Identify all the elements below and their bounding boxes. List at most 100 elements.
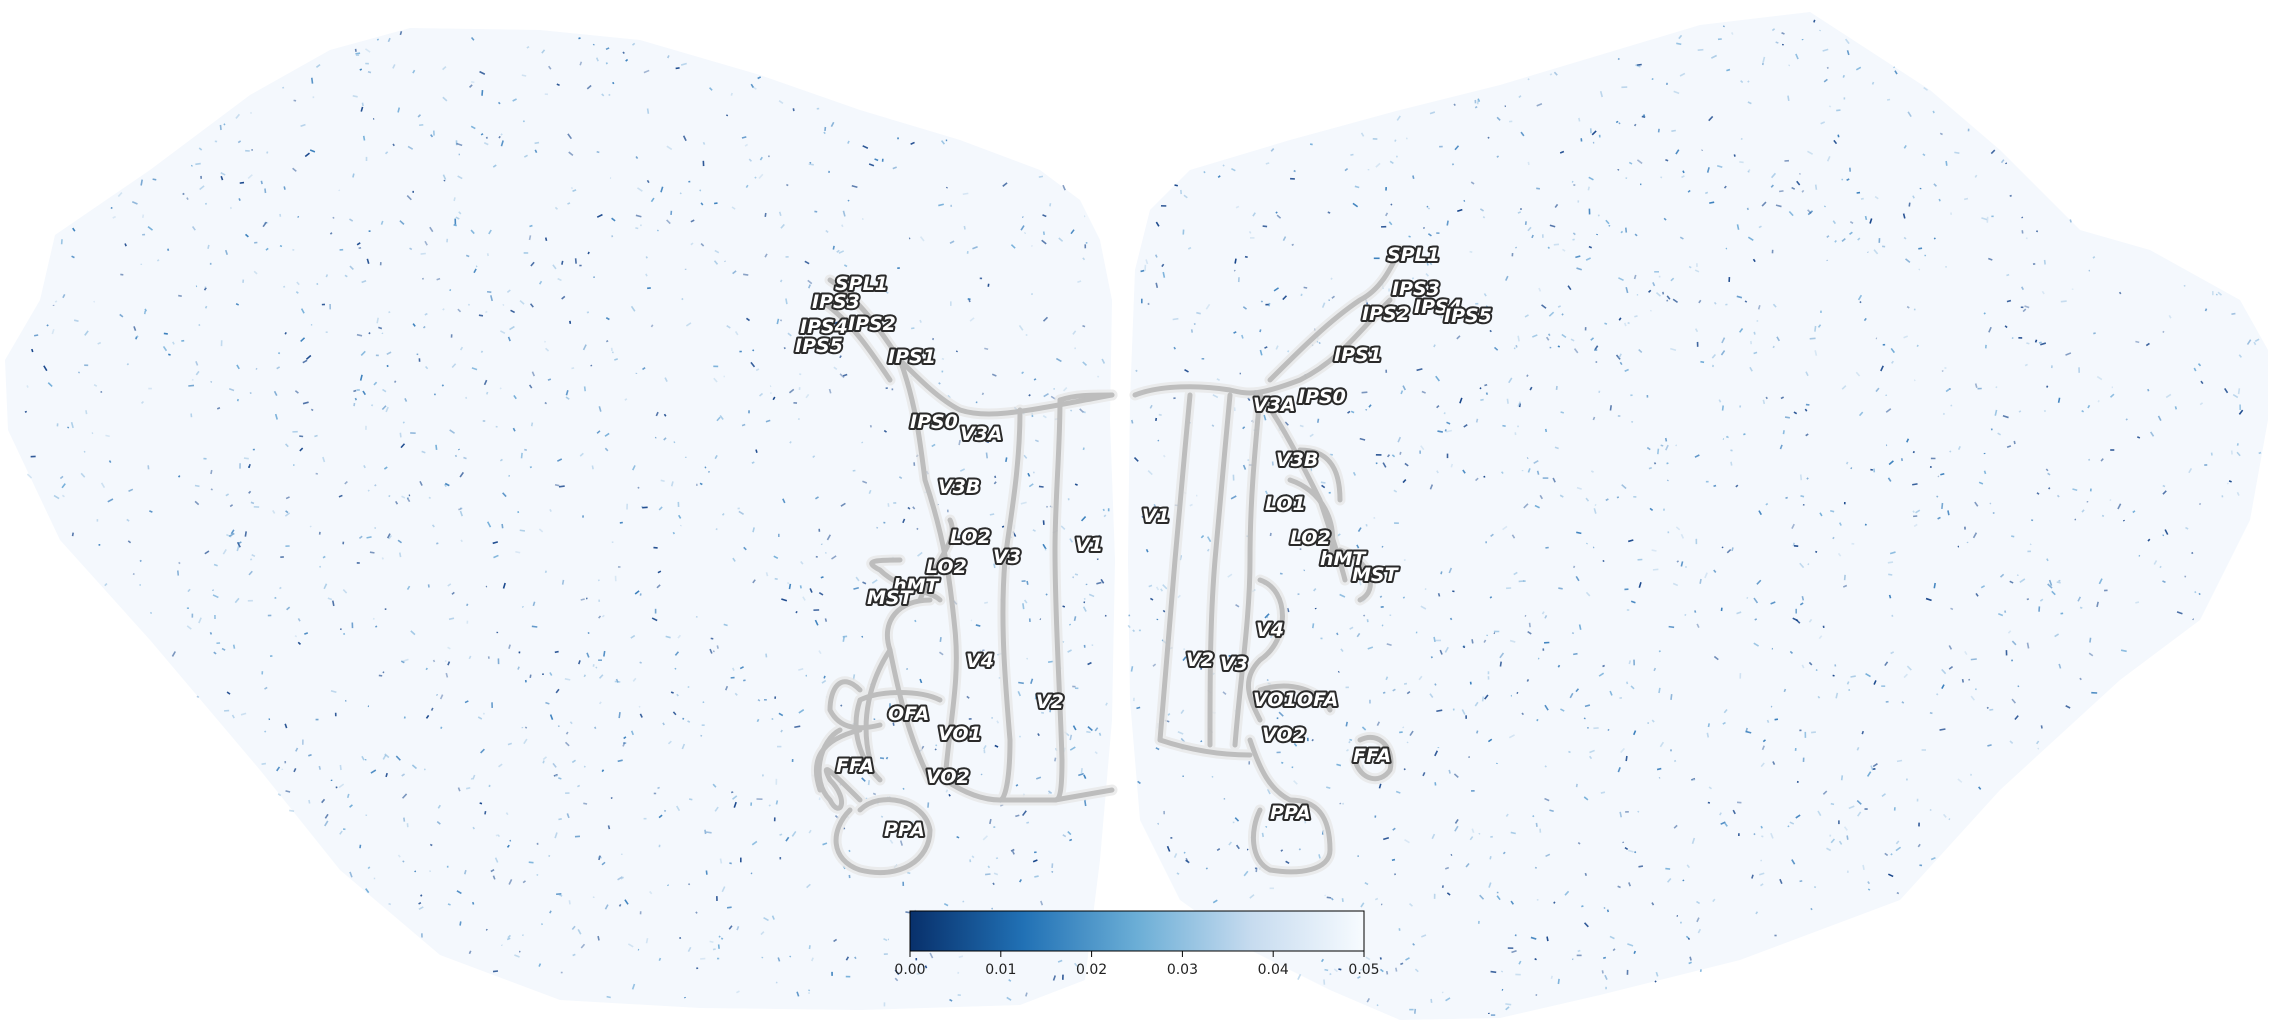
- activation-speck: [1339, 593, 1346, 598]
- activation-speck: [1482, 216, 1486, 219]
- activation-speck: [666, 145, 673, 151]
- activation-speck: [1593, 727, 1599, 730]
- activation-speck: [276, 366, 281, 370]
- activation-speck: [1145, 548, 1149, 553]
- activation-speck: [736, 926, 740, 931]
- activation-speck: [1626, 681, 1629, 685]
- activation-speck: [869, 425, 872, 428]
- activation-speck: [1680, 533, 1685, 539]
- activation-speck: [277, 352, 281, 355]
- activation-speck: [302, 401, 309, 405]
- activation-speck: [2006, 445, 2012, 448]
- activation-speck: [2032, 263, 2036, 265]
- activation-speck: [1406, 741, 1409, 744]
- activation-speck: [1404, 839, 1410, 844]
- activation-speck: [251, 149, 253, 151]
- activation-speck: [732, 795, 738, 800]
- activation-speck: [304, 152, 310, 158]
- activation-speck: [421, 277, 424, 280]
- activation-speck: [1696, 917, 1700, 923]
- activation-speck: [598, 659, 602, 662]
- activation-speck: [1988, 257, 1993, 261]
- activation-speck: [1539, 494, 1543, 500]
- activation-speck: [440, 726, 443, 729]
- activation-speck: [975, 401, 978, 404]
- activation-speck: [1234, 817, 1240, 822]
- activation-speck: [1788, 210, 1794, 217]
- activation-speck: [617, 566, 621, 568]
- activation-speck: [1680, 561, 1684, 567]
- activation-speck: [495, 425, 498, 428]
- activation-speck: [1020, 501, 1027, 505]
- activation-speck: [285, 790, 291, 793]
- activation-speck: [883, 1002, 886, 1007]
- activation-speck: [656, 584, 661, 589]
- activation-speck: [1356, 632, 1361, 638]
- activation-speck: [1957, 446, 1961, 451]
- activation-speck: [1970, 658, 1977, 661]
- activation-speck: [611, 235, 614, 238]
- activation-speck: [569, 721, 573, 725]
- activation-speck: [1521, 712, 1524, 716]
- activation-speck: [1526, 374, 1529, 377]
- activation-speck: [1062, 974, 1064, 980]
- activation-speck: [1010, 244, 1016, 249]
- activation-speck: [2006, 273, 2010, 277]
- activation-speck: [31, 348, 34, 353]
- activation-speck: [425, 365, 429, 370]
- activation-speck: [1849, 231, 1853, 235]
- activation-speck: [1502, 525, 1508, 531]
- activation-speck: [289, 809, 295, 812]
- activation-speck: [1385, 970, 1389, 975]
- activation-speck: [381, 405, 387, 411]
- activation-speck: [374, 527, 377, 529]
- activation-speck: [2162, 580, 2166, 584]
- activation-speck: [528, 384, 533, 389]
- activation-speck: [955, 350, 958, 353]
- roi-label-v2: V2: [1036, 691, 1064, 713]
- activation-speck: [1276, 214, 1282, 219]
- activation-speck: [818, 650, 822, 655]
- activation-speck: [605, 62, 608, 65]
- activation-speck: [482, 712, 485, 715]
- activation-speck: [1916, 798, 1919, 802]
- activation-speck: [1383, 837, 1390, 841]
- activation-speck: [1662, 291, 1665, 295]
- activation-speck: [1665, 867, 1671, 870]
- activation-speck: [222, 549, 227, 555]
- activation-speck: [186, 607, 189, 610]
- activation-speck: [1760, 825, 1763, 829]
- activation-speck: [2159, 565, 2162, 569]
- activation-speck: [565, 792, 570, 794]
- activation-speck: [1697, 48, 1704, 51]
- activation-speck: [521, 74, 527, 77]
- activation-speck: [1162, 609, 1166, 613]
- roi-label-ips4: IPS4: [1414, 296, 1462, 318]
- activation-speck: [767, 155, 770, 158]
- activation-speck: [755, 449, 758, 453]
- roi-label-v3: V3: [1220, 653, 1248, 675]
- activation-speck: [1228, 841, 1233, 846]
- activation-speck: [191, 378, 194, 381]
- activation-speck: [1770, 832, 1774, 839]
- activation-speck: [1243, 870, 1249, 877]
- activation-speck: [814, 210, 818, 213]
- roi-label-ips3: IPS3: [1392, 278, 1440, 300]
- activation-speck: [1871, 81, 1875, 85]
- activation-speck: [1826, 847, 1832, 852]
- activation-speck: [78, 371, 80, 374]
- activation-speck: [1947, 510, 1950, 516]
- activation-speck: [1653, 462, 1657, 465]
- activation-speck: [501, 523, 504, 529]
- activation-speck: [1619, 811, 1622, 818]
- activation-speck: [917, 551, 923, 557]
- activation-speck: [510, 309, 516, 314]
- activation-speck: [2058, 579, 2061, 583]
- roi-label-v3b: V3B: [938, 476, 980, 498]
- activation-speck: [1200, 666, 1203, 670]
- activation-speck: [572, 953, 576, 957]
- activation-speck: [1083, 601, 1086, 604]
- activation-speck: [1200, 534, 1205, 539]
- activation-speck: [916, 972, 922, 975]
- activation-speck: [1360, 902, 1365, 908]
